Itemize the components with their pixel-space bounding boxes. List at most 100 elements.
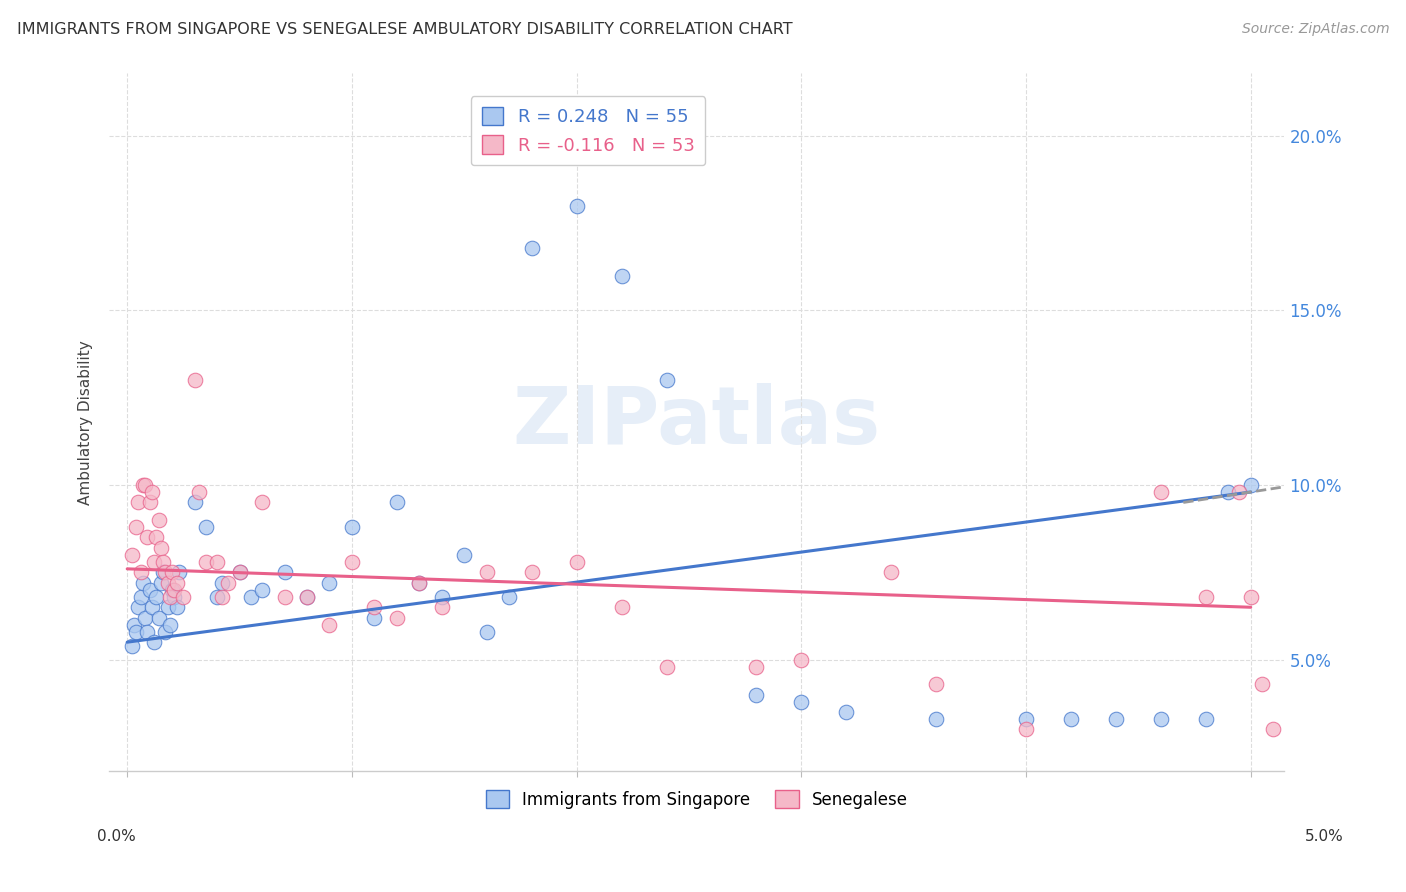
Point	[138, 495, 160, 509]
Point	[1150, 712, 1173, 726]
Point	[155, 624, 177, 639]
Point	[136, 530, 159, 544]
Point	[149, 541, 172, 555]
Point	[385, 495, 408, 509]
Point	[132, 575, 155, 590]
Point	[152, 555, 174, 569]
Point	[141, 600, 163, 615]
Point	[183, 495, 205, 509]
Point	[1195, 712, 1218, 726]
Point	[363, 600, 385, 615]
Point	[610, 268, 633, 283]
Y-axis label: Ambulatory Disability: Ambulatory Disability	[79, 340, 93, 505]
Point	[1251, 677, 1274, 691]
Text: IMMIGRANTS FROM SINGAPORE VS SENEGALESE AMBULATORY DISABILITY CORRELATION CHART: IMMIGRANTS FROM SINGAPORE VS SENEGALESE …	[17, 22, 793, 37]
Point	[172, 590, 194, 604]
Point	[408, 575, 430, 590]
Point	[143, 555, 166, 569]
Text: Source: ZipAtlas.com: Source: ZipAtlas.com	[1241, 22, 1389, 37]
Point	[134, 611, 156, 625]
Point	[1105, 712, 1128, 726]
Point	[239, 590, 262, 604]
Point	[148, 611, 170, 625]
Point	[160, 582, 183, 597]
Point	[1060, 712, 1083, 726]
Point	[1240, 478, 1263, 492]
Point	[1150, 485, 1173, 500]
Point	[363, 611, 385, 625]
Point	[136, 624, 159, 639]
Point	[205, 555, 228, 569]
Point	[925, 677, 948, 691]
Point	[340, 555, 363, 569]
Point	[273, 566, 295, 580]
Point	[122, 617, 145, 632]
Point	[745, 688, 768, 702]
Point	[156, 600, 179, 615]
Point	[160, 566, 183, 580]
Point	[520, 566, 543, 580]
Point	[121, 639, 143, 653]
Point	[159, 590, 181, 604]
Point	[498, 590, 520, 604]
Point	[134, 478, 156, 492]
Point	[1229, 485, 1251, 500]
Point	[127, 495, 149, 509]
Point	[430, 600, 453, 615]
Point	[295, 590, 318, 604]
Point	[125, 520, 148, 534]
Point	[1195, 590, 1218, 604]
Point	[145, 530, 167, 544]
Point	[1015, 723, 1038, 737]
Point	[880, 566, 903, 580]
Point	[167, 566, 190, 580]
Point	[166, 600, 188, 615]
Point	[1218, 485, 1240, 500]
Point	[340, 520, 363, 534]
Point	[159, 617, 181, 632]
Point	[205, 590, 228, 604]
Point	[163, 582, 186, 597]
Point	[148, 513, 170, 527]
Point	[145, 590, 167, 604]
Point	[745, 659, 768, 673]
Point	[143, 635, 166, 649]
Point	[138, 582, 160, 597]
Text: ZIPatlas: ZIPatlas	[513, 384, 882, 461]
Point	[121, 548, 143, 562]
Point	[129, 566, 152, 580]
Point	[790, 653, 813, 667]
Text: 5.0%: 5.0%	[1305, 830, 1344, 844]
Point	[318, 575, 340, 590]
Point	[132, 478, 155, 492]
Point	[250, 582, 273, 597]
Point	[1263, 723, 1285, 737]
Point	[318, 617, 340, 632]
Point	[273, 590, 295, 604]
Point	[163, 590, 186, 604]
Point	[211, 575, 233, 590]
Point	[194, 520, 217, 534]
Point	[155, 566, 177, 580]
Point	[408, 575, 430, 590]
Point	[520, 241, 543, 255]
Point	[188, 485, 211, 500]
Point	[475, 624, 498, 639]
Point	[295, 590, 318, 604]
Point	[152, 566, 174, 580]
Point	[565, 199, 588, 213]
Legend: Immigrants from Singapore, Senegalese: Immigrants from Singapore, Senegalese	[479, 783, 915, 815]
Point	[129, 590, 152, 604]
Point	[194, 555, 217, 569]
Point	[475, 566, 498, 580]
Point	[655, 373, 678, 387]
Point	[565, 555, 588, 569]
Point	[217, 575, 239, 590]
Point	[835, 705, 858, 719]
Point	[430, 590, 453, 604]
Point	[125, 624, 148, 639]
Point	[183, 373, 205, 387]
Point	[211, 590, 233, 604]
Point	[790, 694, 813, 708]
Point	[453, 548, 475, 562]
